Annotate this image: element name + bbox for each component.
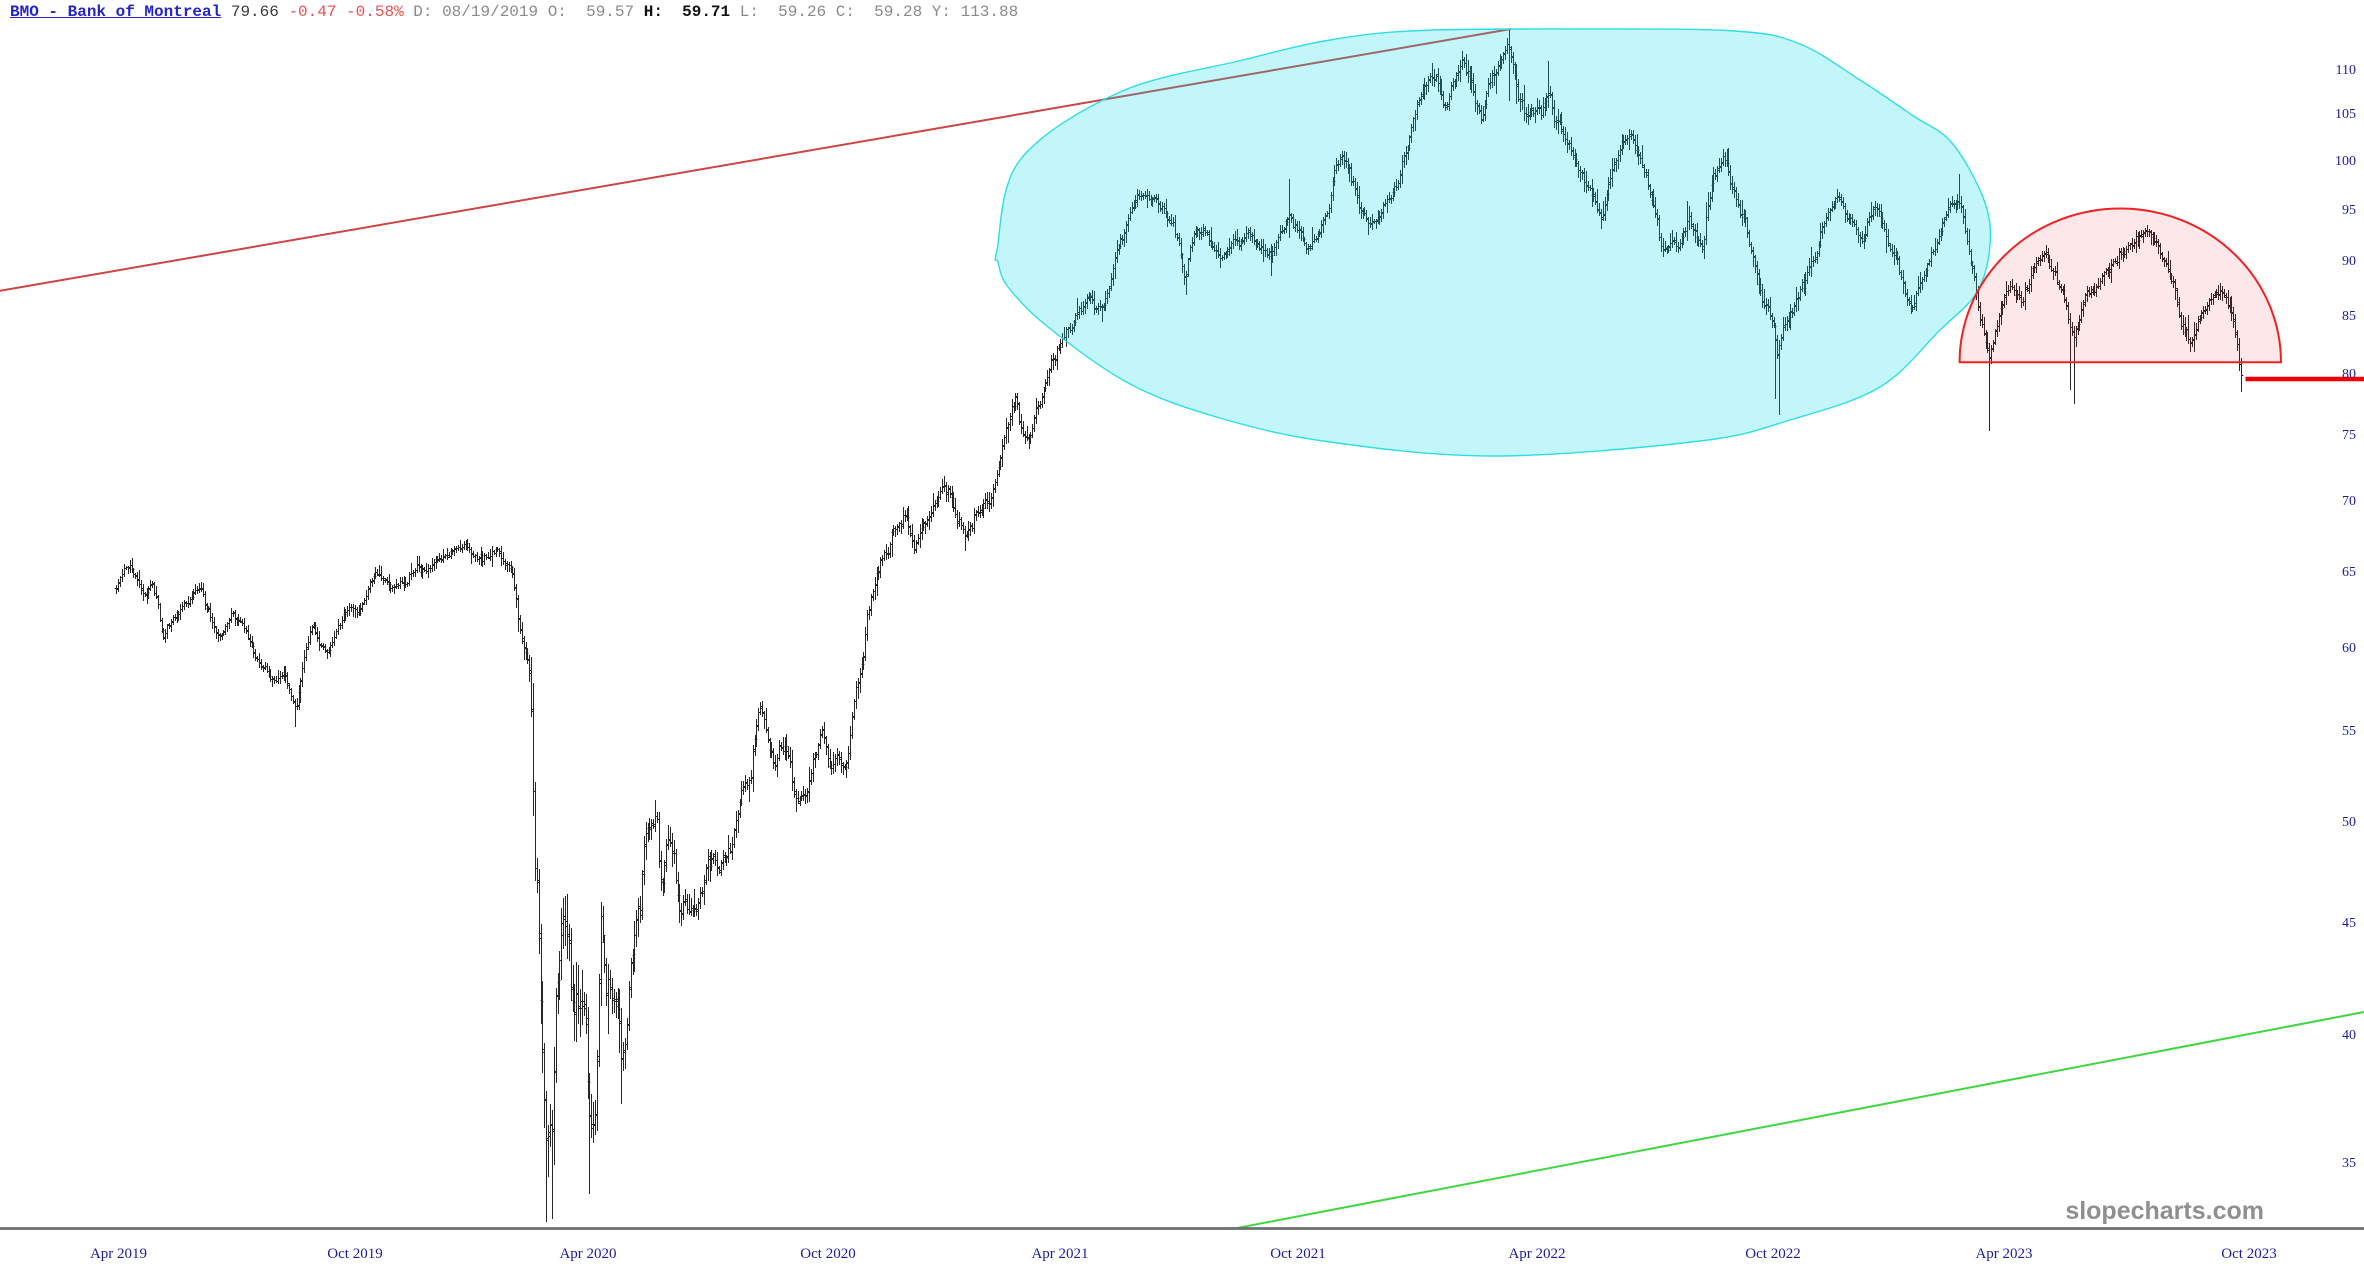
svg-text:40: 40 — [2342, 1028, 2356, 1043]
svg-text:35: 35 — [2342, 1156, 2356, 1171]
svg-text:100: 100 — [2335, 154, 2356, 169]
svg-text:85: 85 — [2342, 309, 2356, 324]
svg-text:105: 105 — [2335, 107, 2356, 122]
svg-text:95: 95 — [2342, 203, 2356, 218]
svg-text:Oct 2022: Oct 2022 — [1745, 1246, 1800, 1262]
svg-text:Apr 2023: Apr 2023 — [1975, 1246, 2032, 1262]
svg-text:Apr 2020: Apr 2020 — [559, 1246, 616, 1262]
svg-text:90: 90 — [2342, 254, 2356, 269]
svg-text:65: 65 — [2342, 565, 2356, 580]
svg-text:45: 45 — [2342, 916, 2356, 931]
svg-text:Apr 2022: Apr 2022 — [1508, 1246, 1565, 1262]
svg-text:70: 70 — [2342, 494, 2356, 509]
svg-text:60: 60 — [2342, 641, 2356, 656]
svg-text:50: 50 — [2342, 815, 2356, 830]
svg-text:Apr 2021: Apr 2021 — [1031, 1246, 1088, 1262]
svg-text:Oct 2019: Oct 2019 — [327, 1246, 382, 1262]
svg-text:Oct 2020: Oct 2020 — [800, 1246, 855, 1262]
svg-text:Apr 2019: Apr 2019 — [90, 1246, 147, 1262]
svg-text:Oct 2023: Oct 2023 — [2221, 1246, 2276, 1262]
svg-text:75: 75 — [2342, 428, 2356, 443]
svg-text:Oct 2021: Oct 2021 — [1270, 1246, 1325, 1262]
svg-text:55: 55 — [2342, 724, 2356, 739]
svg-text:110: 110 — [2336, 63, 2356, 78]
svg-text:80: 80 — [2342, 367, 2356, 382]
